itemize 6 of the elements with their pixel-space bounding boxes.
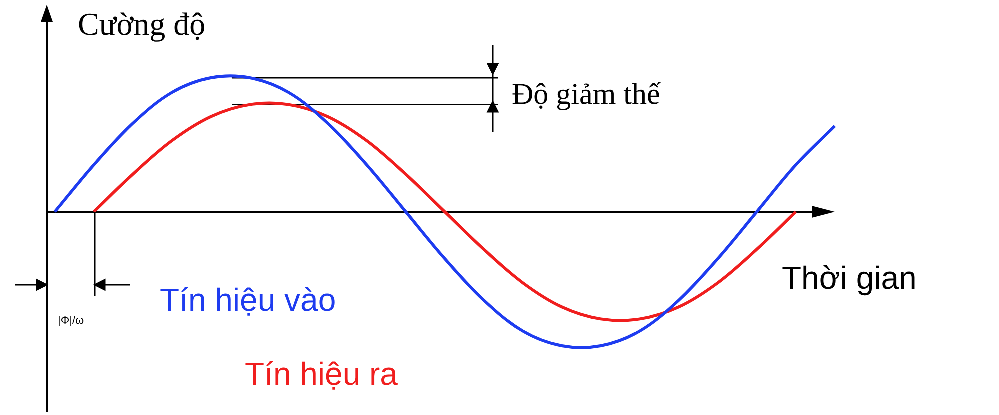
annotation: Độ giảm thế: [512, 78, 660, 111]
text: Tín hiệu vào: [160, 282, 336, 318]
y-axis-title: Cường độ: [78, 6, 206, 42]
x-axis-title: Thời gian: [782, 260, 917, 296]
text: Tín hiệu ra: [245, 356, 398, 392]
annotation: |Φ|/ω: [58, 315, 84, 327]
